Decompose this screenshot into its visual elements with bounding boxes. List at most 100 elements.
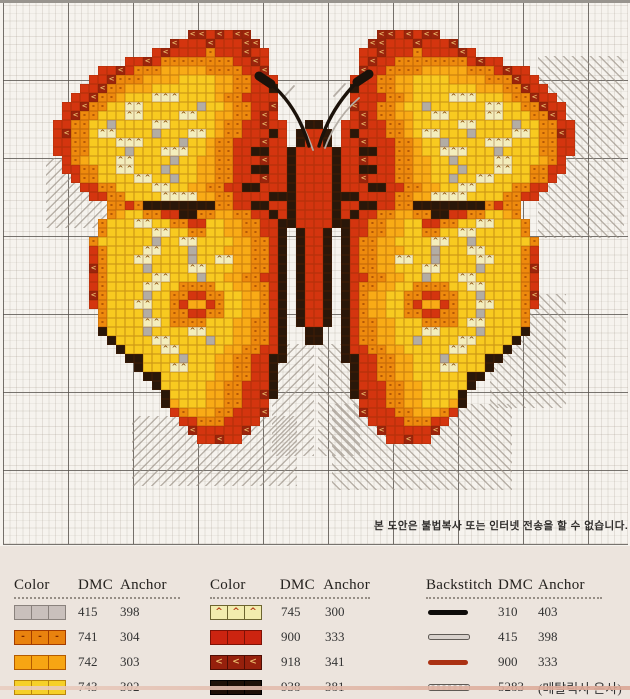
stitch-cell: [197, 363, 206, 372]
stitch-cell: <: [251, 57, 260, 66]
stitch-cell: [377, 327, 386, 336]
stitch-cell: [161, 75, 170, 84]
stitch-cell: [260, 372, 269, 381]
stitch-cell: [107, 327, 116, 336]
stitch-cell: [458, 399, 467, 408]
stitch-cell: [512, 111, 521, 120]
stitch-cell: [386, 426, 395, 435]
stitch-cell: [197, 390, 206, 399]
stitch-cell: -: [215, 183, 224, 192]
stitch-cell: [224, 228, 233, 237]
stitch-cell: [431, 183, 440, 192]
stitch-cell: -: [98, 282, 107, 291]
stitch-cell: [350, 246, 359, 255]
stitch-cell: [107, 156, 116, 165]
stitch-cell: [62, 165, 71, 174]
stitch-cell: [197, 75, 206, 84]
stitch-cell: [98, 75, 107, 84]
stitch-cell: [89, 255, 98, 264]
stitch-cell: -: [512, 84, 521, 93]
stitch-cell: [467, 165, 476, 174]
stitch-cell: ^: [143, 255, 152, 264]
stitch-cell: [440, 84, 449, 93]
stitch-cell: ^: [512, 129, 521, 138]
stitch-cell: [170, 66, 179, 75]
stitch-cell: [161, 390, 170, 399]
stitch-cell: -: [215, 309, 224, 318]
stitch-cell: [296, 210, 305, 219]
stitch-cell: ^: [476, 174, 485, 183]
stitch-cell: [341, 201, 350, 210]
stitch-cell: [404, 237, 413, 246]
stitch-cell: [368, 174, 377, 183]
stitch-cell: -: [152, 210, 161, 219]
stitch-cell: [206, 390, 215, 399]
stitch-cell: -: [368, 345, 377, 354]
stitch-cell: ^: [161, 147, 170, 156]
stitch-cell: [395, 111, 404, 120]
stitch-cell: [512, 273, 521, 282]
stitch-cell: [98, 192, 107, 201]
stitch-cell: [332, 210, 341, 219]
stitch-cell: [206, 165, 215, 174]
stitch-cell: [215, 102, 224, 111]
stitch-cell: [368, 48, 377, 57]
stitch-cell: [152, 156, 161, 165]
stitch-cell: [332, 156, 341, 165]
stitch-cell: ^: [521, 129, 530, 138]
stitch-cell: [431, 372, 440, 381]
stitch-cell: [206, 363, 215, 372]
stitch-cell: [314, 183, 323, 192]
stitch-cell: [422, 291, 431, 300]
stitch-cell: [386, 183, 395, 192]
stitch-cell: [431, 48, 440, 57]
stitch-cell: [269, 129, 278, 138]
stitch-cell: [359, 228, 368, 237]
stitch-cell: [215, 210, 224, 219]
stitch-cell: [413, 318, 422, 327]
stitch-cell: [197, 102, 206, 111]
stitch-cell: [116, 300, 125, 309]
stitch-cell: [449, 102, 458, 111]
stitch-cell: -: [359, 264, 368, 273]
stitch-cell: ^: [188, 129, 197, 138]
stitch-cell: [269, 84, 278, 93]
stitch-cell: [188, 147, 197, 156]
stitch-cell: -: [404, 300, 413, 309]
anchor-header-label: Anchor: [323, 577, 370, 593]
stitch-cell: [287, 165, 296, 174]
stitch-cell: [197, 183, 206, 192]
stitch-cell: [359, 48, 368, 57]
stitch-cell: [521, 192, 530, 201]
stitch-cell: [350, 372, 359, 381]
stitch-cell: [107, 282, 116, 291]
stitch-cell: [413, 345, 422, 354]
stitch-cell: -: [98, 228, 107, 237]
stitch-cell: -: [71, 147, 80, 156]
stitch-cell: -: [431, 228, 440, 237]
stitch-cell: [503, 183, 512, 192]
stitch-cell: -: [224, 192, 233, 201]
stitch-cell: [197, 435, 206, 444]
stitch-cell: [413, 147, 422, 156]
stitch-cell: [422, 93, 431, 102]
stitch-cell: [305, 282, 314, 291]
stitch-cell: -: [413, 66, 422, 75]
stitch-cell: [260, 273, 269, 282]
stitch-cell: <: [260, 156, 269, 165]
stitch-cell: [341, 192, 350, 201]
stitch-cell: [224, 300, 233, 309]
stitch-cell: [404, 93, 413, 102]
stitch-cell: [539, 156, 548, 165]
stitch-cell: -: [251, 228, 260, 237]
stitch-cell: [422, 120, 431, 129]
stitch-cell: [206, 129, 215, 138]
stitch-cell: [125, 93, 134, 102]
stitch-cell: -: [422, 57, 431, 66]
stitch-cell: [503, 147, 512, 156]
stitch-cell: -: [359, 309, 368, 318]
stitch-cell: [458, 75, 467, 84]
stitch-cell: -: [233, 84, 242, 93]
stitch-cell: ^: [188, 264, 197, 273]
stitch-cell: [116, 309, 125, 318]
